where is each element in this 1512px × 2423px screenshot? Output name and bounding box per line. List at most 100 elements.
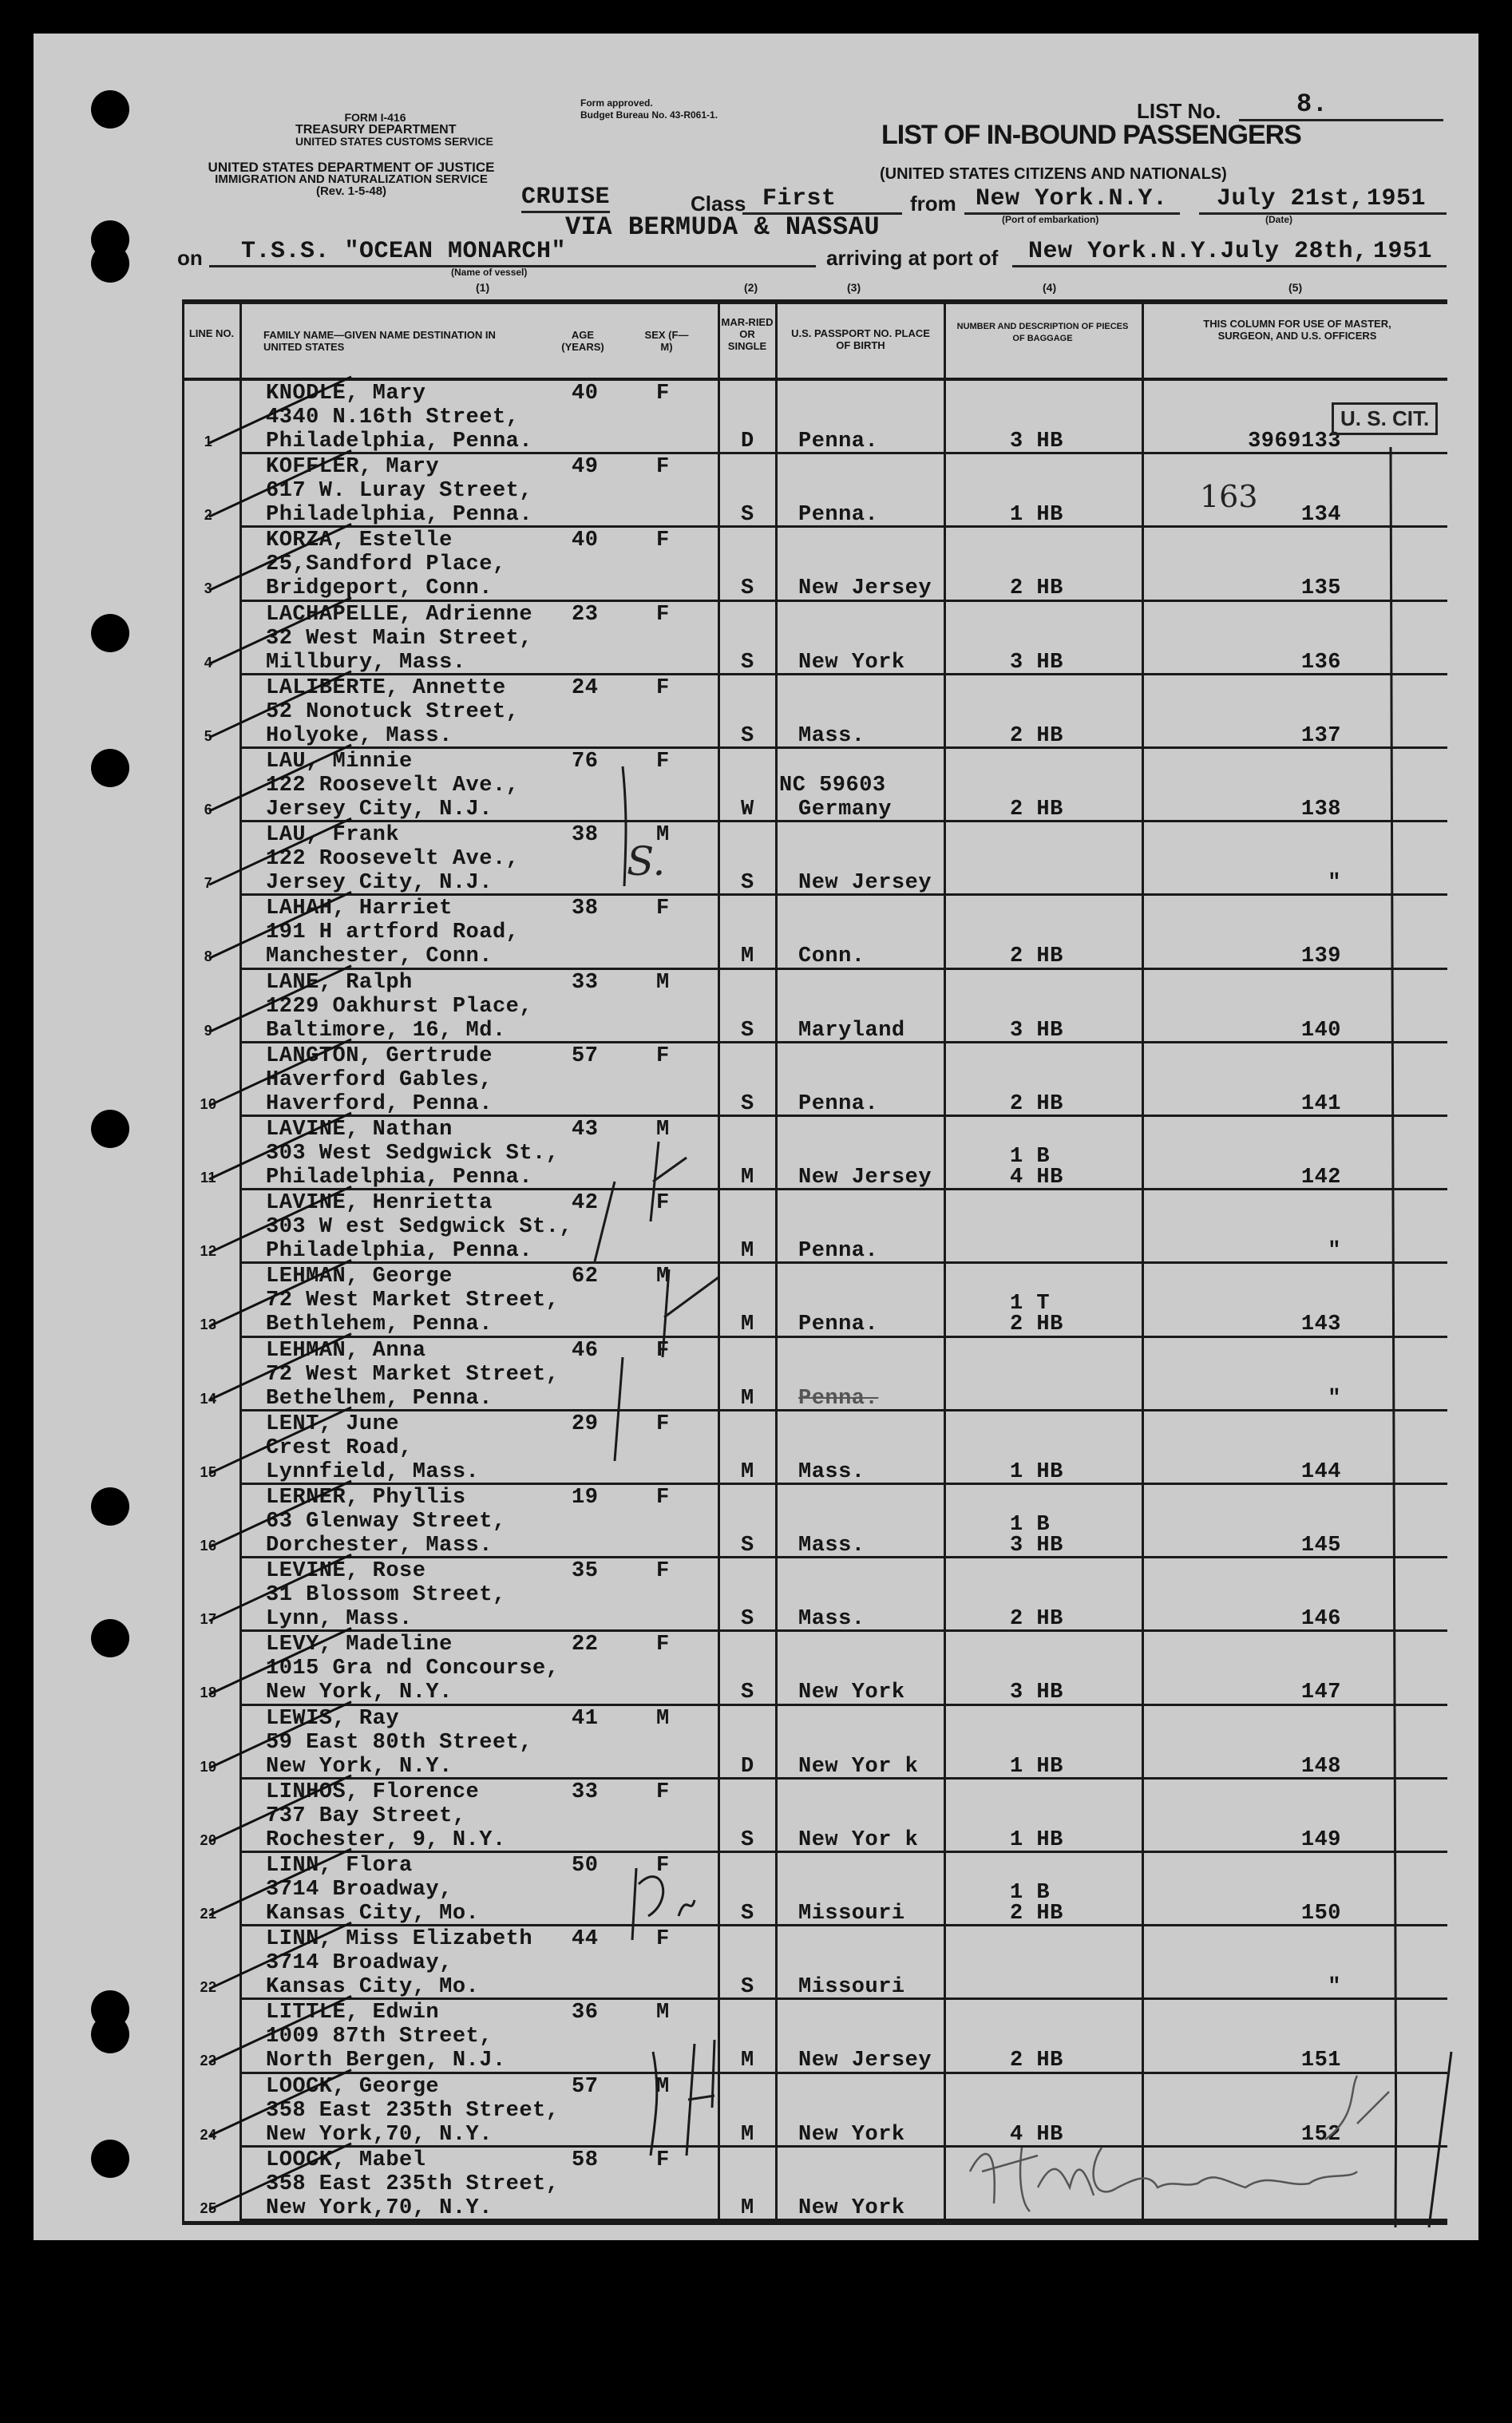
passport-number: NC 59603 [779, 774, 886, 798]
officer-number: 148 [1300, 1754, 1341, 1779]
vessel-name: T.S.S. "OCEAN MONARCH" [209, 238, 816, 267]
punch-hole [91, 2140, 129, 2178]
baggage: 4 HB [1010, 2122, 1063, 2147]
passenger-age: 50 [572, 1854, 599, 1878]
table-bottom-rule [182, 2221, 1447, 2225]
row-divider [239, 672, 1447, 675]
class-label: Class [691, 192, 746, 216]
marital-status: S [741, 1681, 754, 1705]
header-bottom-rule [182, 378, 1447, 381]
passenger-age: 58 [572, 2148, 599, 2172]
line-number: 23 [200, 2053, 217, 2069]
place-of-birth: New Jersey [798, 576, 932, 601]
route-via: VIA BERMUDA & NASSAU [565, 212, 881, 242]
officer-number: 136 [1300, 650, 1341, 675]
form-approved: Form approved. [580, 97, 653, 109]
passenger-sex: F [656, 1854, 670, 1878]
marital-status: M [741, 2049, 754, 2073]
place-of-birth: New York [798, 2122, 905, 2147]
marital-status: S [741, 1902, 754, 1926]
row-divider [239, 1703, 1447, 1706]
passenger-sex: M [656, 2074, 670, 2099]
passenger-sex: F [656, 1927, 670, 1952]
line-number: 5 [204, 727, 213, 744]
passenger-address: 1015 Gra nd Concourse, [266, 1657, 560, 1681]
baggage: 1 HB [1010, 1459, 1063, 1484]
punch-hole [91, 1487, 129, 1526]
passenger-sex: F [656, 897, 670, 921]
officer-number: 138 [1300, 798, 1341, 822]
marital-status: S [741, 1534, 754, 1558]
class-value: First [742, 185, 902, 215]
marital-status: D [741, 1754, 754, 1779]
marital-status: S [741, 723, 754, 748]
marital-status: S [741, 576, 754, 601]
passenger-name: LENT, June [266, 1411, 400, 1436]
passenger-name: LINN, Miss Elizabeth [266, 1927, 533, 1952]
passenger-city: Baltimore, 16, Md. [266, 1018, 506, 1043]
passenger-address: 358 East 235th Street, [266, 2098, 560, 2123]
place-of-birth: Missouri [798, 1975, 905, 2000]
departure-date: July 21st, [1199, 185, 1367, 215]
punch-hole [91, 749, 129, 787]
marital-status: D [741, 430, 754, 453]
document-subtitle: (United States Citizens and Nationals) [880, 165, 1227, 183]
marital-status: S [741, 650, 754, 675]
passenger-name: LOOCK, Mabel [266, 2148, 426, 2172]
line-number: 19 [200, 1758, 217, 1775]
officer-number: 151 [1300, 2049, 1341, 2073]
baggage: 3 HB [1010, 1681, 1063, 1705]
marital-status: M [741, 944, 754, 969]
marital-status: S [741, 871, 754, 896]
marital-status: M [741, 2122, 754, 2147]
passenger-age: 23 [572, 602, 599, 627]
place-of-birth: Mass. [798, 1607, 865, 1632]
place-of-birth: Germany [798, 798, 892, 822]
place-of-birth: Penna. [798, 1312, 879, 1337]
row-divider [239, 1997, 1447, 2001]
passenger-address: 303 W est Sedgwick St., [266, 1215, 573, 1240]
marital-status: S [741, 1091, 754, 1116]
punch-hole [91, 244, 129, 283]
passenger-sex: F [656, 675, 670, 700]
passenger-sex: F [656, 1486, 670, 1510]
passenger-age: 76 [572, 750, 599, 774]
passenger-name: LEWIS, Ray [266, 1706, 400, 1731]
passenger-address: Crest Road, [266, 1435, 413, 1460]
passenger-address: 52 Nonotuck Street, [266, 699, 520, 724]
passenger-name: KNODLE, Mary [266, 382, 426, 406]
baggage: 1 B [1010, 1513, 1051, 1537]
passenger-name: LACHAPELLE, Adrienne [266, 602, 533, 627]
place-of-birth: Maryland [798, 1018, 905, 1043]
from-label: from [910, 192, 956, 216]
passenger-city: Bridgeport, Conn. [266, 576, 493, 601]
passenger-age: 29 [572, 1411, 599, 1436]
row-divider [239, 1188, 1447, 1191]
baggage: 2 HB [1010, 2049, 1063, 2073]
place-of-birth: Mass. [798, 1459, 865, 1484]
place-of-birth: Conn. [798, 944, 865, 969]
place-of-birth: Mass. [798, 1534, 865, 1558]
marital-status: M [741, 1166, 754, 1190]
header-age: Age (Years) [561, 329, 604, 353]
passenger-sex: M [656, 1118, 670, 1142]
passenger-name: LEHMAN, George [266, 1265, 453, 1289]
revision: (Rev. 1-5-48) [315, 184, 387, 198]
line-number: 12 [200, 1243, 217, 1260]
list-no-label: LIST No. [1137, 99, 1221, 123]
row-divider [239, 1776, 1447, 1780]
table-left-border [182, 299, 184, 2223]
port-caption: (Port of embarkation) [1002, 214, 1099, 225]
passenger-address: 617 W. Luray Street, [266, 479, 533, 504]
punch-hole [91, 1110, 129, 1148]
punch-hole [91, 2015, 129, 2053]
header-name: Family Name—Given Name Destination in Un… [263, 329, 496, 353]
line-number: 6 [204, 802, 213, 818]
passenger-city: Philadelphia, Penna. [266, 503, 533, 528]
passenger-city: Haverford, Penna. [266, 1091, 493, 1116]
passenger-age: 19 [572, 1486, 599, 1510]
passenger-sex: F [656, 382, 670, 406]
passenger-city: Jersey City, N.J. [266, 871, 493, 896]
baggage: 1 B [1010, 1881, 1051, 1905]
passenger-sex: M [656, 2001, 670, 2025]
